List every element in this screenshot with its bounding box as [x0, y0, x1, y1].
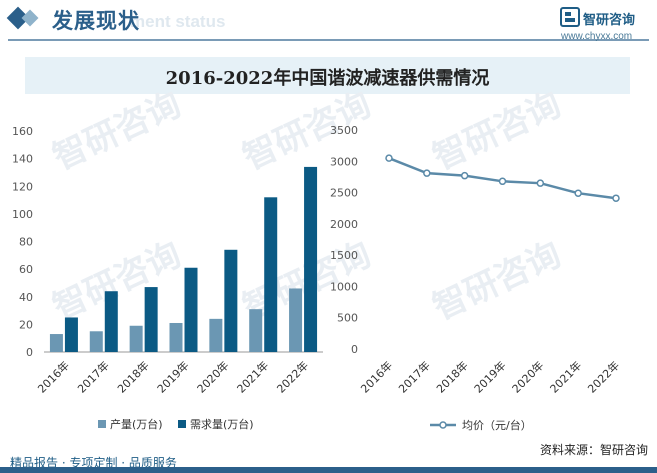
chart-title: 2016-2022年中国谐波减速器供需情况 [165, 68, 490, 89]
header-decoration [6, 6, 649, 41]
y-tick-label: 20 [19, 318, 33, 331]
bar-demand [144, 287, 158, 352]
y-tick-label: 2500 [330, 187, 358, 200]
bar-demand [184, 267, 198, 352]
bar-production [49, 334, 63, 352]
x-tick-label: 2017年 [395, 358, 432, 395]
bar-demand [304, 166, 318, 352]
bar-production [89, 331, 103, 352]
header-bar [0, 0, 657, 42]
x-tick-label: 2016年 [35, 358, 72, 395]
price-point [498, 177, 507, 186]
brand-url: www.chyxx.com [561, 31, 633, 42]
legend-swatch [98, 420, 106, 428]
footer-tagline: 精品报告 · 专项定制 · 品质服务 [10, 456, 177, 470]
bar-production [289, 288, 303, 352]
x-tick-label: 2022年 [585, 358, 622, 395]
x-tick-label: 2021年 [234, 358, 271, 395]
price-point [385, 154, 393, 162]
bar-production [129, 325, 143, 352]
y-tick-label: 0 [351, 343, 358, 356]
header-watermark-subtitle: ment status [130, 12, 226, 31]
legend-marker [439, 421, 447, 429]
x-tick-label: 2019年 [154, 358, 191, 395]
x-tick-label: 2020年 [194, 358, 231, 395]
bar-production [249, 309, 263, 352]
bar-demand [104, 291, 118, 352]
legend-swatch [178, 420, 186, 428]
bar-demand [224, 249, 238, 352]
bar-demand [64, 317, 78, 352]
bar-demand [264, 197, 278, 352]
price-point [423, 169, 431, 177]
x-tick-label: 2016年 [358, 358, 395, 395]
footer-bar [0, 467, 657, 473]
legend-label: 均价（元/台） [462, 418, 532, 432]
y-tick-label: 1500 [330, 249, 358, 262]
x-tick-label: 2018年 [114, 358, 151, 395]
y-tick-label: 80 [19, 236, 33, 249]
legend-label: 需求量(万台) [190, 417, 254, 431]
x-tick-label: 2021年 [547, 358, 584, 395]
chart-title-band [25, 57, 630, 94]
brand-name: 智研咨询 [583, 13, 636, 28]
price-point [574, 189, 582, 197]
price-point [536, 179, 545, 187]
x-tick-label: 2022年 [274, 358, 311, 395]
x-tick-label: 2018年 [433, 358, 470, 395]
watermark-text: 智研咨询 [47, 84, 187, 178]
y-tick-label: 120 [12, 180, 33, 193]
bar-production [169, 322, 183, 352]
bar-production [209, 318, 223, 352]
y-tick-label: 160 [12, 125, 33, 138]
watermark-text: 智研咨询 [427, 234, 567, 328]
y-tick-label: 140 [12, 153, 33, 166]
watermark-text: 智研咨询 [427, 84, 567, 178]
y-tick-label: 500 [337, 312, 358, 325]
y-tick-label: 60 [19, 263, 33, 276]
y-tick-label: 100 [12, 208, 33, 221]
y-tick-label: 3000 [330, 155, 358, 168]
y-tick-label: 3500 [330, 124, 358, 137]
price-point [612, 194, 620, 202]
y-tick-label: 40 [19, 291, 33, 304]
x-tick-label: 2017年 [74, 358, 111, 395]
legend-label: 产量(万台) [110, 417, 163, 431]
data-source: 资料来源：智研咨询 [540, 443, 649, 457]
y-tick-label: 0 [26, 346, 33, 359]
y-tick-label: 2000 [330, 218, 358, 231]
price-point [460, 171, 469, 180]
brand-logo-icon [560, 7, 580, 31]
x-tick-label: 2019年 [471, 358, 508, 395]
section-title: 发展现状 [52, 9, 140, 33]
y-tick-label: 1000 [330, 280, 358, 293]
x-tick-label: 2020年 [509, 358, 546, 395]
